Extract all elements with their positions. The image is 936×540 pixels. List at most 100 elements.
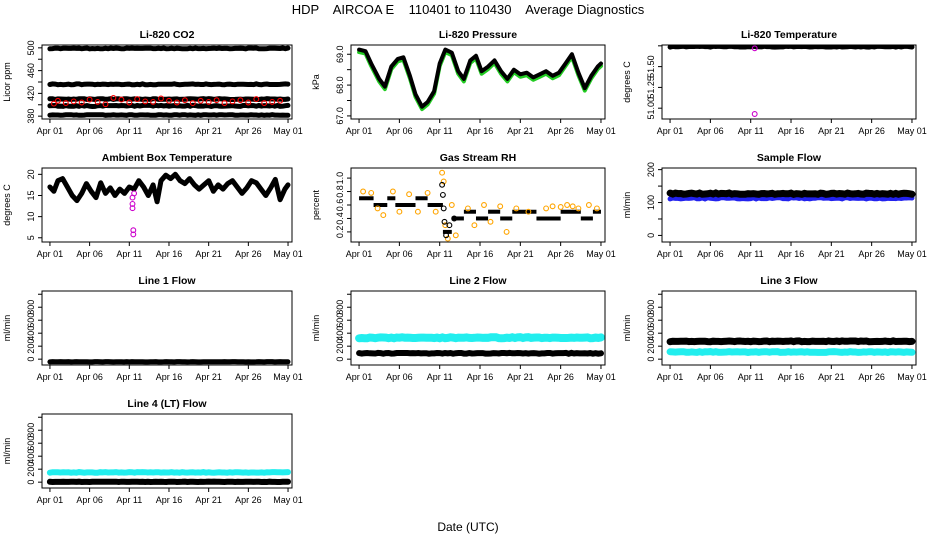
- y-tick-label: 10: [26, 212, 36, 222]
- y-axis-label: ml/min: [622, 315, 632, 342]
- x-tick-label: Apr 21: [818, 126, 845, 136]
- x-tick-label: Apr 21: [818, 249, 845, 259]
- data-point: [442, 222, 449, 229]
- x-tick-label: Apr 26: [235, 495, 262, 505]
- x-tick-label: Apr 26: [235, 249, 262, 259]
- x-tick-label: Apr 06: [386, 249, 413, 259]
- data-point: [150, 98, 157, 105]
- y-tick-label: 67.0: [335, 107, 345, 125]
- y-tick-label: 51.50: [646, 55, 656, 78]
- x-tick-label: Apr 26: [547, 126, 574, 136]
- x-tick-label: May 01: [273, 126, 303, 136]
- y-axis-label: Licor ppm: [2, 62, 12, 102]
- series-level-500: [47, 45, 291, 52]
- x-tick-label: May 01: [273, 249, 303, 259]
- x-tick-label: Apr 06: [76, 372, 103, 382]
- y-tick-label: 15: [26, 190, 36, 200]
- data-point: [396, 208, 403, 215]
- y-tick-label: 380: [26, 109, 36, 124]
- series-box-magenta: [129, 190, 138, 238]
- band-line: [666, 348, 916, 356]
- data-point: [50, 100, 57, 107]
- data-point: [237, 97, 244, 104]
- series-level-382: [47, 112, 291, 118]
- data-point: [158, 95, 164, 102]
- x-tick-label: Apr 16: [156, 249, 183, 259]
- data-point: [129, 205, 136, 212]
- y-tick-label: 420: [26, 86, 36, 101]
- data-point: [406, 191, 413, 198]
- data-point: [245, 99, 252, 106]
- data-layer: [666, 337, 916, 356]
- x-axis-label: Date (UTC): [437, 520, 498, 534]
- x-tick-label: Apr 11: [116, 249, 142, 259]
- y-tick-label: 0: [26, 480, 36, 485]
- x-tick-label: Apr 11: [738, 249, 764, 259]
- panel-title: Li-820 Temperature: [741, 29, 837, 41]
- y-axis-label: kPa: [311, 74, 321, 90]
- data-point: [448, 202, 455, 208]
- y-tick-label: 20: [26, 169, 36, 179]
- data-point: [487, 218, 494, 225]
- data-point: [131, 190, 138, 197]
- y-axis-label: degrees C: [622, 61, 632, 103]
- y-tick-label: 600: [335, 313, 345, 328]
- series-ambient: [50, 94, 284, 108]
- band-line: [46, 469, 291, 476]
- data-layer: [47, 171, 291, 238]
- series-level-398: [47, 102, 291, 110]
- data-point: [181, 97, 188, 104]
- x-tick-label: Apr 06: [76, 126, 103, 136]
- x-tick-label: Apr 16: [156, 372, 183, 382]
- data-point: [166, 97, 172, 104]
- y-tick-label: 100: [646, 195, 656, 210]
- data-point: [94, 98, 101, 105]
- panel-title: Line 4 (LT) Flow: [127, 398, 207, 410]
- x-tick-label: May 01: [897, 126, 927, 136]
- y-tick-label: 0.8: [335, 185, 345, 198]
- data-point: [78, 99, 85, 106]
- panel-li820temp: Li-820 Temperature degrees C 51.0051.2551.…: [622, 29, 927, 136]
- plot-frame: [41, 290, 293, 366]
- x-tick-label: May 01: [586, 249, 616, 259]
- band-line: [667, 195, 915, 202]
- x-tick-label: Apr 16: [467, 249, 494, 259]
- data-point: [525, 208, 532, 215]
- plot-frame: [661, 167, 917, 243]
- data-point: [481, 202, 487, 208]
- x-tick-label: Apr 21: [507, 372, 534, 382]
- x-tick-label: Apr 26: [547, 249, 574, 259]
- x-tick-label: Apr 01: [657, 372, 684, 382]
- x-tick-label: Apr 01: [657, 249, 684, 259]
- plot-frame: [350, 44, 606, 120]
- x-tick-label: Apr 16: [778, 249, 805, 259]
- data-layer: [357, 47, 603, 112]
- x-tick-label: Apr 26: [858, 249, 885, 259]
- figure-title: HDP AIRCOA E 110401 to 110430 Average Di…: [292, 2, 645, 17]
- x-tick-label: Apr 26: [235, 372, 262, 382]
- band-line: [666, 189, 916, 198]
- series-sample-black: [666, 189, 916, 198]
- y-tick-label: 68.0: [335, 76, 345, 94]
- band-line: [47, 112, 291, 118]
- plot-frame: [41, 167, 293, 243]
- y-axis-label: percent: [311, 189, 321, 220]
- data-layer: [355, 333, 605, 357]
- data-point: [130, 231, 137, 238]
- band-line: [47, 96, 291, 103]
- data-point: [197, 97, 204, 104]
- data-point: [432, 208, 439, 215]
- x-tick-label: Apr 26: [858, 126, 885, 136]
- x-tick-label: Apr 21: [818, 372, 845, 382]
- y-tick-label: 0.6: [335, 199, 345, 212]
- y-tick-label: 600: [26, 436, 36, 451]
- x-tick-label: Apr 11: [738, 372, 764, 382]
- data-point: [142, 98, 149, 105]
- series-box-line: [47, 171, 291, 205]
- x-tick-label: May 01: [586, 372, 616, 382]
- panel-title: Sample Flow: [757, 152, 822, 164]
